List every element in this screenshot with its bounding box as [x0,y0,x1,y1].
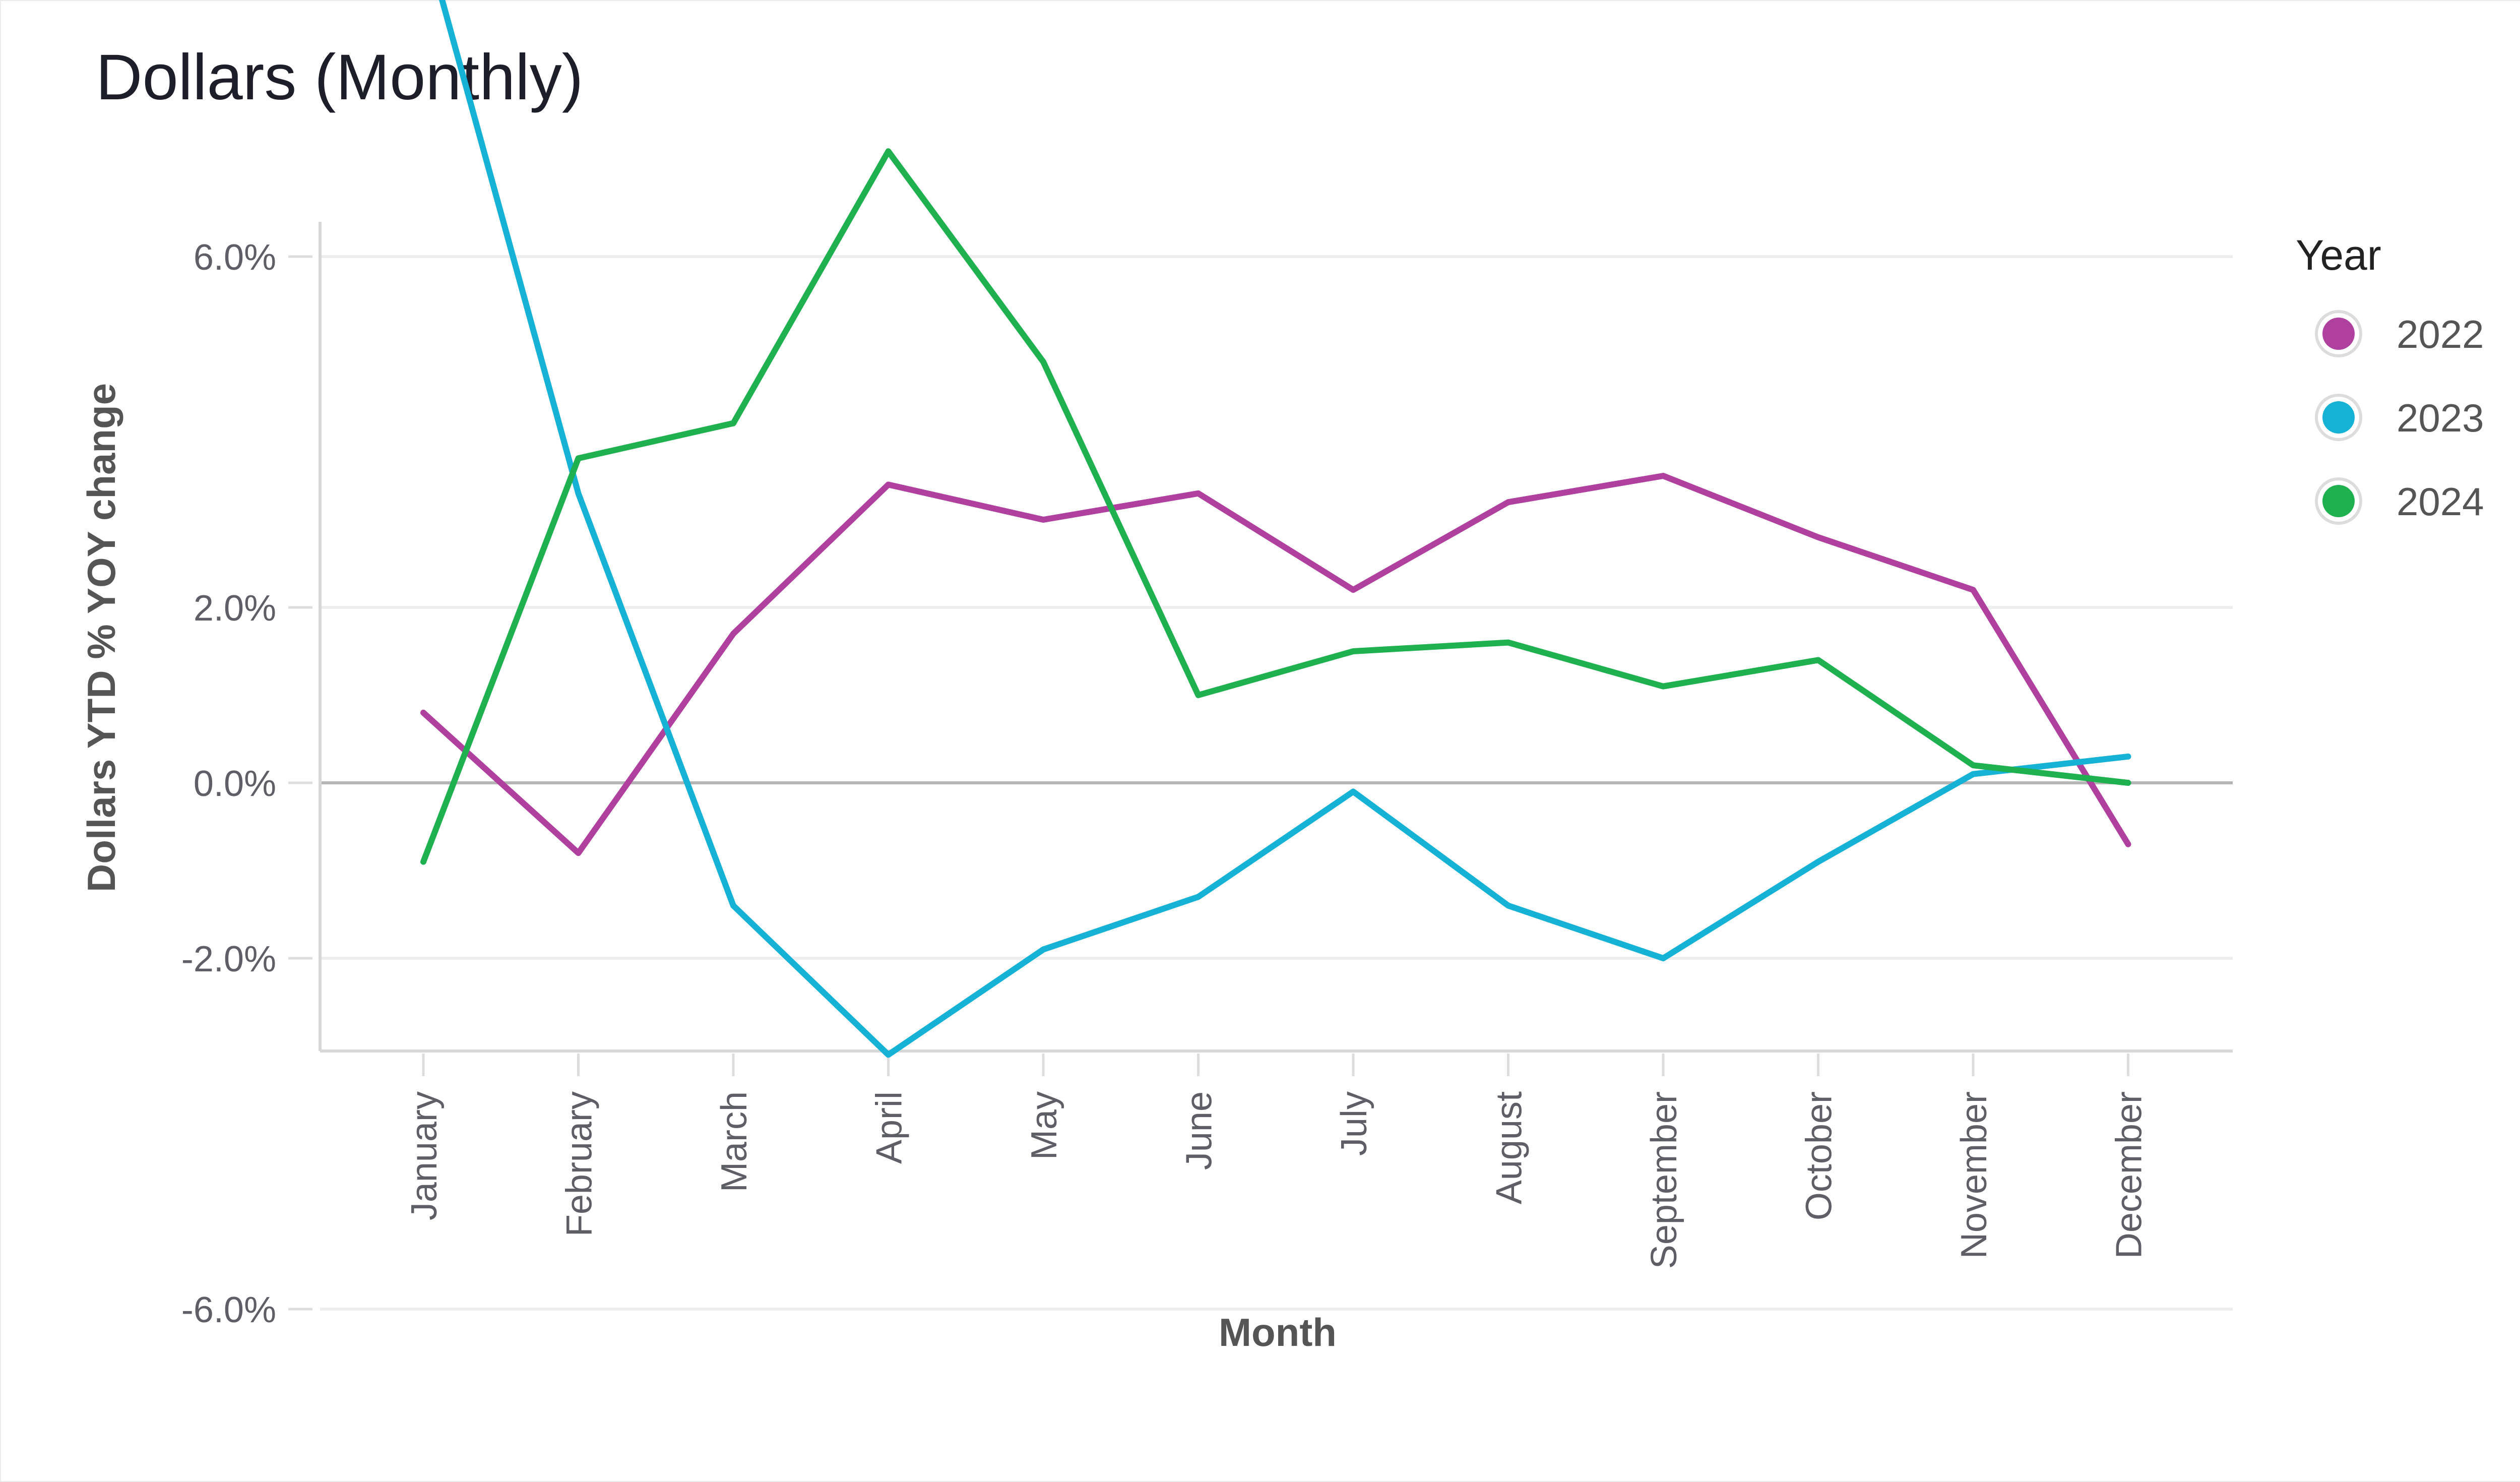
y-tick-label: -6.0% [181,1290,276,1330]
y-tick-label: 2.0% [194,588,276,629]
series-lines [420,0,2131,1058]
legend-label-2022: 2022 [2397,312,2484,356]
y-axis-ticks: 10.0%6.0%2.0%0.0%-2.0%-6.0% [181,237,312,1330]
series-line-2022 [420,473,2131,856]
axes [319,222,2233,1053]
x-tick-label: July [1334,1091,1374,1156]
x-tick-label: March [714,1091,754,1192]
chart-title: Dollars (Monthly) [96,41,584,113]
x-tick-label: September [1644,1091,1684,1269]
y-axis-title: Dollars YTD % YOY change [79,383,123,892]
x-tick-label: August [1489,1091,1530,1204]
legend-label-2024: 2024 [2397,479,2484,524]
x-tick-label: February [559,1091,600,1237]
y-tick-label: 6.0% [194,237,276,278]
x-tick-label: May [1024,1091,1064,1160]
x-axis-ticks: January February March April May June July Augu… [404,1054,2150,1269]
x-tick-label: June [1179,1091,1220,1170]
legend-marker-2022 [2322,318,2355,350]
y-tick-label: -2.0% [181,939,276,979]
x-tick-label: November [1954,1091,1994,1259]
y-tick-label: 0.0% [194,764,276,804]
x-tick-label: April [869,1091,910,1164]
series-line-2023 [438,0,2131,1058]
legend-marker-2023 [2322,401,2355,434]
legend-title: Year [2296,231,2381,279]
legend-label-2023: 2023 [2397,396,2484,440]
legend: Year 2022 2023 2024 [2296,231,2484,525]
grid-lines [320,255,2233,1311]
x-tick-label: January [404,1091,445,1220]
x-tick-label: December [2109,1091,2150,1259]
legend-marker-2024 [2322,485,2355,517]
x-axis-title: Month [1219,1310,1337,1354]
series-line-2024 [420,148,2131,865]
x-tick-label: October [1799,1091,1840,1220]
